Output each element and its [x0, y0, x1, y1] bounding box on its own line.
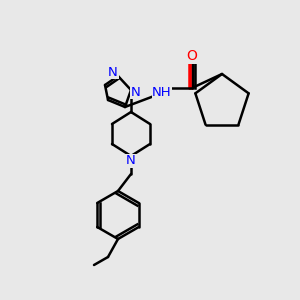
Text: N: N	[126, 154, 136, 167]
Text: N: N	[131, 85, 141, 98]
Text: N: N	[108, 65, 118, 79]
Text: O: O	[187, 49, 197, 63]
Text: NH: NH	[152, 86, 172, 100]
